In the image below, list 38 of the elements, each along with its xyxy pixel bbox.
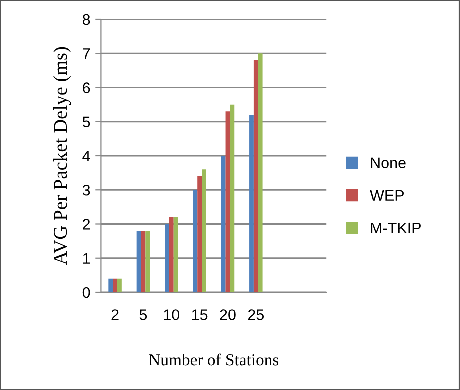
x-tick-label: 25 bbox=[248, 310, 264, 320]
bar bbox=[258, 54, 263, 292]
x-tick-label: 2 bbox=[112, 310, 119, 320]
x-tick-label: 10 bbox=[164, 310, 180, 320]
bar bbox=[165, 224, 170, 292]
y-tick-label: 8 bbox=[82, 14, 90, 26]
bar bbox=[146, 231, 150, 292]
bar bbox=[221, 156, 226, 292]
y-tick-label: 6 bbox=[83, 82, 90, 94]
bar bbox=[254, 60, 258, 292]
y-tick-label: 1 bbox=[83, 253, 90, 264]
y-tick-label: 3 bbox=[82, 184, 90, 196]
bar bbox=[230, 104, 235, 292]
bar bbox=[202, 170, 206, 292]
bar bbox=[226, 112, 230, 292]
bar bbox=[169, 217, 174, 292]
bar bbox=[193, 190, 198, 292]
bar bbox=[198, 176, 202, 292]
bar bbox=[250, 115, 254, 292]
bar bbox=[136, 231, 142, 292]
bar bbox=[108, 278, 114, 292]
x-axis-title: Number of Stations bbox=[149, 354, 279, 366]
bar bbox=[174, 217, 178, 292]
legend-label: None bbox=[371, 158, 406, 168]
y-tick-label: 4 bbox=[82, 151, 90, 162]
bar bbox=[141, 231, 146, 292]
y-tick-label: 0 bbox=[82, 287, 90, 298]
x-tick-label: 15 bbox=[192, 310, 208, 320]
x-tick-label: 5 bbox=[140, 310, 148, 320]
x-tick-label: 20 bbox=[220, 310, 236, 320]
y-tick-label: 7 bbox=[83, 48, 90, 60]
bar bbox=[113, 278, 118, 292]
legend-label: WEP bbox=[370, 190, 404, 201]
y-tick-label: 2 bbox=[83, 219, 90, 230]
legend-label: M-TKIP bbox=[371, 222, 421, 234]
y-axis-title: AVG Per Packet Delye (ms) bbox=[53, 47, 72, 266]
bar bbox=[117, 278, 122, 292]
y-tick-label: 5 bbox=[82, 116, 90, 128]
